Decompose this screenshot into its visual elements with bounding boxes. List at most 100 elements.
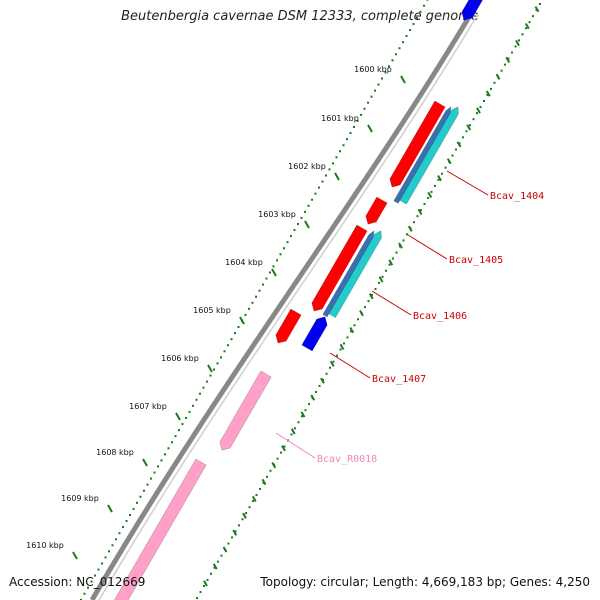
ring-dot — [178, 429, 180, 432]
gene-bcav-1405 — [365, 196, 388, 225]
ring-dot — [203, 584, 205, 587]
ring-dot — [423, 4, 425, 7]
tick-mark — [107, 504, 113, 513]
ring-dot — [367, 101, 369, 104]
ring-dash — [339, 343, 345, 351]
ring-dot — [528, 21, 531, 24]
ring-dot — [279, 253, 282, 256]
ring-dot — [420, 209, 422, 212]
ring-dot — [360, 113, 362, 116]
cog-1406-inner — [322, 230, 375, 318]
ring-dot — [402, 41, 404, 44]
ring-dot — [318, 186, 320, 189]
ring-dot — [108, 550, 110, 553]
cog-1404-inner — [393, 106, 452, 204]
ring-dot — [94, 574, 96, 577]
gene-top — [461, 0, 483, 21]
ring-dash — [378, 276, 384, 283]
tick-label: 1600 kbp — [354, 65, 392, 74]
ring-dot — [532, 15, 534, 18]
ring-dot — [139, 495, 142, 498]
ring-dot — [280, 451, 282, 454]
ring-dot — [518, 39, 520, 42]
ring-dot — [143, 489, 145, 492]
ring-dash — [398, 242, 403, 249]
ring-dot — [97, 568, 100, 571]
ring-dot — [514, 45, 517, 48]
ring-dot — [444, 166, 447, 169]
ring-dot — [192, 404, 194, 407]
label-leader — [371, 290, 412, 316]
gene-label: Bcav_1404 — [490, 191, 544, 202]
ring-dot — [465, 130, 468, 133]
ring-dot — [122, 526, 124, 529]
ring-dot — [248, 506, 251, 509]
ring-dot — [244, 313, 247, 316]
label-leader — [275, 432, 316, 459]
ring-dash — [534, 6, 540, 13]
ring-dot — [115, 538, 117, 541]
ring-dot — [318, 384, 321, 387]
ring-dot — [237, 326, 240, 329]
ring-dot — [364, 306, 366, 309]
ring-dot — [308, 403, 310, 406]
ring-dash — [417, 208, 423, 215]
ring-dot — [413, 221, 415, 224]
ring-dot — [395, 251, 398, 254]
ring-dot — [132, 507, 135, 510]
ring-dot — [111, 544, 114, 547]
ring-dot — [490, 87, 492, 90]
tick-label: 1608 kbp — [96, 448, 134, 457]
ring-dot — [265, 277, 268, 280]
ring-dot — [185, 416, 187, 419]
label-leader — [329, 352, 371, 379]
ring-dot — [314, 192, 317, 195]
tick-label: 1609 kbp — [61, 494, 99, 503]
tick-mark — [271, 268, 277, 277]
ring-dot — [409, 29, 411, 31]
ring-dash — [290, 428, 296, 435]
ring-dot — [164, 453, 166, 456]
ring-dot — [269, 469, 272, 472]
ring-dot — [469, 124, 471, 127]
ring-dot — [266, 475, 268, 478]
ring-dash — [300, 411, 306, 418]
inner-dotted-ring — [196, 3, 541, 600]
ring-dash — [368, 293, 374, 300]
tick-mark — [72, 551, 78, 560]
ring-dot — [258, 289, 261, 292]
cog-1404 — [399, 106, 459, 205]
tick-mark — [400, 75, 406, 84]
ring-dot — [476, 112, 478, 115]
ring-dot — [350, 330, 352, 333]
ring-dot — [104, 556, 107, 559]
ring-dot — [398, 47, 401, 50]
ring-dot — [339, 348, 342, 351]
ring-dot — [238, 524, 240, 527]
ring-dot — [276, 457, 279, 460]
ring-dash — [407, 225, 413, 232]
ring-dash — [349, 326, 355, 334]
ring-dot — [486, 93, 489, 96]
ring-dot — [426, 0, 429, 1]
ring-dot — [346, 336, 349, 339]
backbone-highlight — [98, 13, 479, 600]
ring-dot — [174, 435, 177, 438]
backbone-line — [89, 10, 475, 600]
ring-dot — [196, 597, 198, 600]
ring-dot — [101, 562, 103, 565]
ring-dot — [248, 307, 250, 310]
ring-dot — [479, 106, 482, 109]
ring-dot — [511, 51, 513, 54]
ring-dot — [402, 239, 405, 242]
tick-mark — [142, 458, 148, 467]
ring-dot — [252, 500, 254, 503]
ring-dot — [343, 342, 345, 345]
ring-dot — [118, 532, 121, 535]
ring-dot — [223, 350, 226, 353]
ring-dot — [301, 415, 303, 418]
ring-dot — [157, 465, 159, 468]
ring-dot — [525, 27, 527, 30]
ring-dot — [283, 445, 286, 448]
ring-dot — [437, 178, 440, 181]
